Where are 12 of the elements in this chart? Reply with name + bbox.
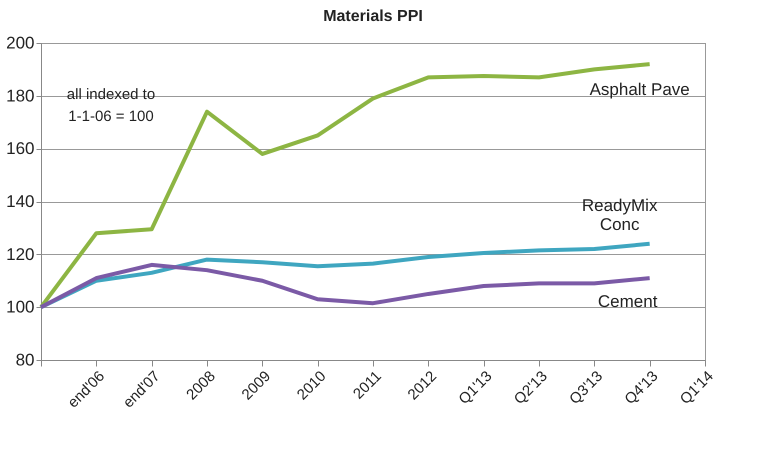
y-tick-label: 120 <box>6 244 34 264</box>
chart-title: Materials PPI <box>323 8 423 25</box>
y-tick-label: 100 <box>6 298 34 317</box>
series-label: ReadyMix Conc <box>582 196 658 234</box>
series-label: Asphalt Pave <box>590 80 690 100</box>
y-tick-label: 140 <box>6 192 34 211</box>
y-tick-label: 200 <box>6 34 34 52</box>
series-label: Cement <box>598 292 658 312</box>
y-tick-label: 80 <box>16 350 34 370</box>
y-tick-label: 180 <box>6 86 34 106</box>
annotation: all indexed to 1-1-06 = 100 <box>66 86 156 125</box>
y-tick-label: 160 <box>6 139 34 158</box>
